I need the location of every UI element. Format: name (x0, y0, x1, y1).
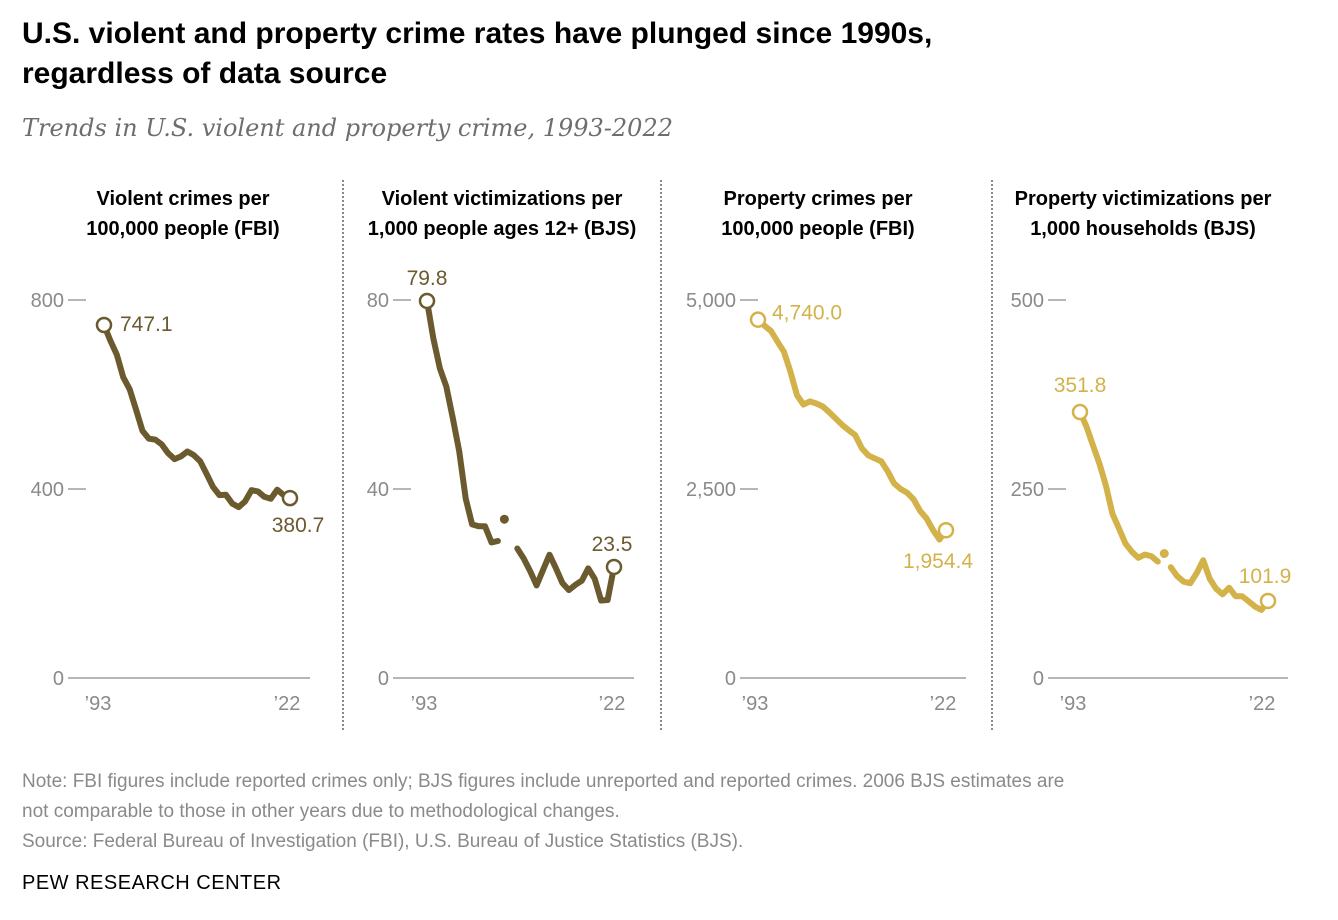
x-tick-label: ’93 (85, 693, 112, 715)
chart-title-line1: U.S. violent and property crime rates ha… (22, 17, 933, 50)
start-point-marker (95, 316, 113, 334)
end-value-label: 380.7 (272, 514, 325, 537)
end-value-label: 1,954.4 (903, 550, 973, 573)
panel-3: 0 2,500 5,000 ’93 ’22 4,740.0 1,954.4 (686, 290, 973, 715)
series-line (1167, 557, 1271, 613)
panel-title-property-bjs: Property victimizations per 1,000 househ… (988, 184, 1298, 244)
start-value-label: 747.1 (120, 313, 173, 336)
series-line (1077, 409, 1161, 565)
panel-divider (342, 180, 344, 730)
y-tick-label: 0 (53, 668, 64, 690)
series-line (514, 545, 617, 604)
panel-4: 0 250 500 ’93 ’22 351.8 101.9 (1011, 290, 1292, 715)
end-value-label: 101.9 (1239, 565, 1292, 588)
y-tick-label: 0 (1033, 668, 1044, 690)
x-tick-label: ’22 (274, 693, 301, 715)
panel-1: 0 400 800 ’93 ’22 747.1 380.7 (31, 290, 325, 715)
panel-title-line: 1,000 households (BJS) (1030, 218, 1256, 240)
start-point-marker (418, 292, 436, 310)
small-multiples-chart: 0 400 800 ’93 ’22 747.1 380.7 0 40 80 ’93 ’22 79.8 23… (31, 267, 1292, 715)
panel-2: 0 40 80 ’93 ’22 79.8 23.5 (367, 267, 634, 715)
chart-subtitle: Trends in U.S. violent and property crim… (22, 114, 673, 142)
end-value-label: 23.5 (592, 533, 633, 556)
y-tick-label: 500 (1011, 290, 1044, 312)
y-tick-label: 0 (725, 668, 736, 690)
note-line: not comparable to those in other years d… (22, 801, 620, 822)
panel-divider (660, 180, 662, 730)
chart-title-line2: regardless of data source (22, 57, 388, 90)
start-value-label: 79.8 (407, 267, 448, 290)
end-point-marker (1259, 592, 1277, 610)
start-value-label: 351.8 (1054, 374, 1107, 397)
series-line (755, 316, 949, 543)
chart-source: Source: Federal Bureau of Investigation … (22, 831, 744, 852)
note-line: Note: FBI figures include reported crime… (22, 771, 1065, 792)
end-point-marker (281, 489, 299, 507)
y-tick-label: 40 (367, 479, 389, 501)
panel-title-line: Property victimizations per (1014, 188, 1272, 210)
panel-title-line: 100,000 people (FBI) (86, 218, 280, 240)
series-line (424, 297, 501, 546)
end-point-marker (605, 558, 623, 576)
start-value-label: 4,740.0 (772, 302, 842, 325)
y-tick-label: 2,500 (686, 479, 736, 501)
x-tick-label: ’93 (742, 693, 769, 715)
x-tick-label: ’93 (1060, 693, 1087, 715)
brand-logo-text: PEW RESEARCH CENTER (22, 872, 282, 894)
panel-title-line: Violent victimizations per (381, 188, 623, 210)
panel-divider (991, 180, 993, 730)
x-tick-label: ’22 (1249, 693, 1276, 715)
series-point (499, 514, 509, 524)
y-tick-label: 800 (31, 290, 64, 312)
series-point (1159, 549, 1169, 559)
panel-title-line: Property crimes per (723, 188, 913, 210)
panel-title-line: 100,000 people (FBI) (721, 218, 915, 240)
x-tick-label: ’22 (599, 693, 626, 715)
y-tick-label: 5,000 (686, 290, 736, 312)
x-tick-label: ’93 (411, 693, 438, 715)
panel-title-violent-fbi: Violent crimes per 100,000 people (FBI) (28, 184, 338, 244)
y-tick-label: 0 (378, 668, 389, 690)
y-tick-label: 250 (1011, 479, 1044, 501)
y-tick-label: 400 (31, 479, 64, 501)
panel-title-violent-bjs: Violent victimizations per 1,000 people … (347, 184, 657, 244)
x-tick-label: ’22 (930, 693, 957, 715)
series-line (101, 322, 293, 511)
y-tick-label: 80 (367, 290, 389, 312)
panel-title-line: 1,000 people ages 12+ (BJS) (367, 218, 637, 240)
end-point-marker (937, 521, 955, 539)
chart-title: U.S. violent and property crime rates ha… (22, 14, 1312, 94)
panel-title-line: Violent crimes per (96, 188, 270, 210)
start-point-marker (749, 311, 767, 328)
panel-title-property-fbi: Property crimes per 100,000 people (FBI) (663, 184, 973, 244)
start-point-marker (1071, 403, 1089, 421)
chart-note: Note: FBI figures include reported crime… (22, 767, 1322, 827)
